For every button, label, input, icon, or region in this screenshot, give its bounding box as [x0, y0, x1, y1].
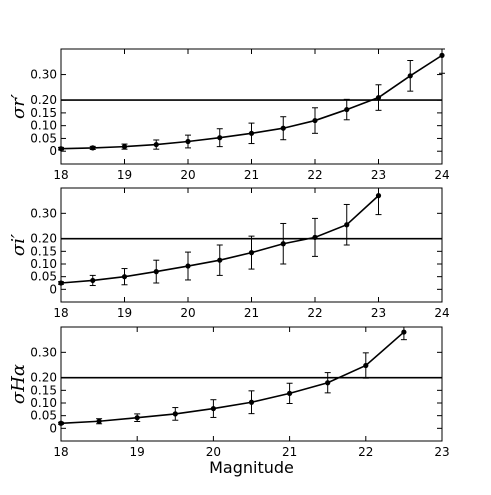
x-tick-label: 21 — [244, 168, 259, 182]
data-point — [134, 415, 140, 421]
data-point — [210, 405, 216, 412]
x-tick-label: 24 — [434, 306, 449, 320]
data-point — [312, 117, 318, 124]
data-point — [344, 222, 350, 228]
data-point — [280, 125, 286, 131]
data-point — [172, 411, 178, 417]
series-line — [60, 331, 405, 425]
x-tick-label: 22 — [307, 168, 322, 182]
y-tick-label: 0.10 — [30, 257, 57, 271]
x-tick-label: 23 — [371, 306, 386, 320]
data-point — [375, 193, 382, 199]
x-tick-label: 18 — [53, 445, 68, 459]
x-tick-label: 18 — [53, 306, 68, 320]
data-point — [248, 250, 255, 256]
x-tick-label: 21 — [244, 306, 259, 320]
y-tick-label: 0 — [49, 421, 57, 435]
data-point — [58, 146, 64, 152]
data-point — [363, 362, 369, 369]
y-tick-label: 0.10 — [30, 119, 57, 133]
data-point — [344, 106, 350, 113]
x-tick-label: 23 — [434, 445, 449, 459]
data-point — [375, 94, 382, 101]
x-tick-label: 24 — [434, 168, 449, 182]
y-axis-label: σr′ — [8, 94, 29, 119]
data-point — [185, 263, 191, 269]
y-tick-label: 0.10 — [30, 396, 57, 410]
data-point — [248, 130, 255, 136]
x-tick-label: 19 — [130, 445, 145, 459]
data-point — [217, 257, 223, 263]
data-point — [325, 380, 331, 386]
data-point — [248, 399, 255, 405]
data-point — [121, 274, 128, 280]
x-tick-label: 18 — [53, 168, 68, 182]
y-tick-label: 0.30 — [30, 206, 57, 220]
y-tick-label: 0.15 — [30, 383, 57, 397]
data-point — [312, 234, 318, 240]
x-axis-label: Magnitude — [209, 458, 294, 477]
x-tick-label: 19 — [117, 168, 132, 182]
data-point — [90, 277, 96, 284]
x-tick-label: 20 — [180, 306, 195, 320]
data-point — [185, 138, 191, 145]
data-point — [153, 141, 159, 148]
y-tick-label: 0.15 — [30, 244, 57, 258]
data-point — [439, 52, 445, 58]
data-point — [280, 241, 286, 247]
y-tick-label: 0.20 — [30, 232, 57, 246]
y-tick-label: 0.30 — [30, 68, 57, 82]
data-point — [217, 135, 223, 141]
data-point — [121, 144, 128, 150]
y-tick-label: 0.20 — [30, 371, 57, 385]
x-tick-label: 22 — [307, 306, 322, 320]
x-tick-label: 19 — [117, 306, 132, 320]
y-tick-label: 0.05 — [30, 131, 57, 145]
y-axis-label: σi′ — [8, 234, 29, 256]
y-axis-label: σHα — [8, 364, 29, 404]
y-tick-label: 0 — [49, 144, 57, 158]
x-tick-label: 21 — [282, 445, 297, 459]
data-point — [90, 145, 96, 151]
y-tick-label: 0.05 — [30, 270, 57, 284]
data-point — [96, 418, 102, 424]
data-point — [58, 420, 64, 426]
x-tick-label: 23 — [371, 168, 386, 182]
data-point — [407, 73, 413, 79]
y-tick-label: 0.05 — [30, 409, 57, 423]
y-tick-label: 0.20 — [30, 93, 57, 107]
x-tick-label: 22 — [358, 445, 373, 459]
y-tick-label: 0.30 — [30, 345, 57, 359]
data-point — [153, 269, 159, 275]
data-point — [287, 390, 293, 396]
data-point — [58, 280, 64, 286]
y-tick-label: 0.15 — [30, 106, 57, 120]
plot-frame — [60, 326, 443, 442]
y-tick-label: 0 — [49, 282, 57, 296]
x-tick-label: 20 — [180, 168, 195, 182]
x-tick-label: 20 — [206, 445, 221, 459]
data-point — [401, 329, 407, 335]
